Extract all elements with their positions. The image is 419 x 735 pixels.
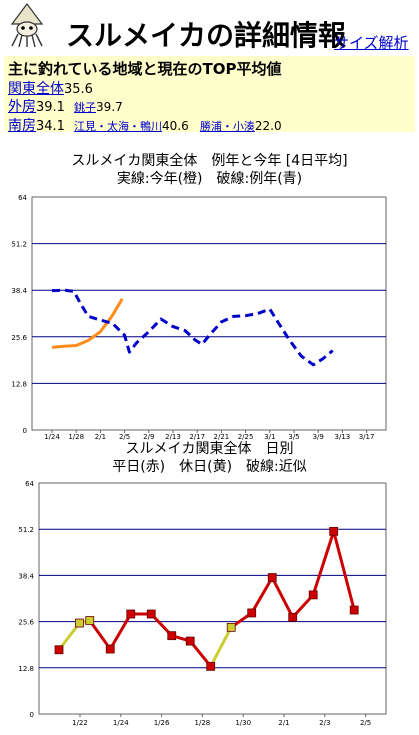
chart1-x-tick-label: 3/9: [313, 433, 324, 440]
minamibo-link[interactable]: 南房: [8, 118, 36, 134]
katsuura-link[interactable]: 勝浦・小湊: [199, 120, 255, 133]
chart1-y-tick-label: 12.8: [11, 380, 27, 388]
chart1-x-tick-label: 2/1: [95, 433, 106, 440]
chart2-y-tick-label: 64: [25, 480, 34, 488]
chart2-point-weekday: [267, 573, 277, 582]
katsuura-value: 22.0: [254, 119, 282, 133]
chart2-x-tick-label: 1/26: [154, 719, 170, 727]
chart1-x-tick-label: 2/5: [119, 433, 130, 440]
chart2-point-holiday: [226, 622, 236, 632]
kanto-value: 35.6: [64, 82, 93, 97]
minamibo-value: 34.1: [36, 119, 65, 134]
chart2-x-tick-label: 1/22: [72, 719, 88, 727]
page-title: スルメイカの詳細情報: [66, 19, 347, 52]
sotobo-value: 39.1: [36, 100, 65, 115]
chart1-title: スルメイカ関東全体 例年と今年 [4日平均]: [71, 153, 348, 169]
summary-heading: 主に釣れている地域と現在のTOP平均値: [8, 60, 282, 78]
chart2-point-weekday: [167, 631, 177, 641]
chart1-x-tick-label: 2/21: [214, 433, 230, 440]
chart2-point-weekday: [185, 636, 195, 646]
chart1-x-tick-label: 3/1: [264, 433, 275, 440]
chart1-x-tick-label: 3/5: [288, 433, 299, 440]
chart2-subtitle: 平日(赤) 休日(黄) 破線:近似: [112, 459, 307, 475]
chart1-y-tick-label: 51.2: [11, 241, 27, 249]
emi-link[interactable]: 江見・太海・鴨川: [74, 120, 163, 133]
chart1-x-tick-label: 3/17: [359, 433, 375, 440]
chart1-subtitle: 実線:今年(橙) 破線:例年(青): [116, 171, 303, 187]
chart2-segment: [209, 625, 233, 668]
chart2-x-tick-label: 2/3: [319, 719, 330, 727]
squid-logo-icon: [6, 2, 48, 48]
emi-value: 40.6: [162, 119, 189, 133]
chart1-y-tick-label: 38.4: [11, 287, 27, 295]
chart2-y-tick-label: 12.8: [18, 665, 34, 673]
choshi-link[interactable]: 銚子: [74, 101, 97, 114]
chart2-y-tick-label: 38.4: [18, 572, 34, 580]
chart2-point-weekday: [349, 605, 359, 615]
chart1-plot-frame: [31, 196, 387, 431]
chart1-series-avg_year: [51, 288, 334, 367]
daily-chart: 0 12.8 25.6 38.4 51.2 64 1/22 1/24 1/26 1/28 1/30 2…: [18, 480, 387, 727]
chart2-y-tick-label: 51.2: [18, 526, 34, 534]
chart1-series-this_year: [51, 298, 124, 349]
chart2-plot-frame: [38, 482, 387, 715]
chart2-y-tick-label: 25.6: [18, 619, 34, 627]
chart2-segment: [88, 619, 112, 651]
chart2-point-weekday: [329, 526, 339, 536]
chart2-y-tick-label: 0: [30, 711, 34, 719]
chart2-point-holiday: [85, 616, 95, 625]
chart2-point-weekday: [308, 590, 318, 600]
chart2-point-weekday: [247, 608, 257, 618]
chart1-x-tick-label: 1/28: [68, 433, 84, 440]
chart2-point-weekday: [105, 644, 115, 654]
kanto-link[interactable]: 関東全体: [8, 81, 64, 97]
chart2-point-weekday: [54, 645, 64, 655]
chart1-y-tick-label: 0: [23, 427, 27, 435]
chart2-point-weekday: [126, 609, 136, 619]
chart2-x-tick-label: 1/24: [113, 719, 129, 727]
chart1-x-tick-label: 2/25: [238, 433, 254, 440]
top-average-summary: 主に釣れている地域と現在のTOP平均値 関東全体35.6 外房39.1 銚子39…: [4, 56, 415, 135]
summary-row-minamibo: 南房34.1 江見・太海・鴨川40.6 勝浦・小湊22.0: [8, 115, 282, 135]
chart2-x-tick-label: 2/1: [278, 719, 289, 727]
chart1-y-tick-label: 25.6: [11, 334, 27, 342]
summary-row-kanto: 関東全体35.6: [8, 78, 93, 98]
chart2-x-tick-label: 1/30: [235, 719, 251, 727]
chart2-title: スルメイカ関東全体 日別: [125, 441, 294, 457]
chart1-x-tick-label: 1/24: [44, 433, 60, 440]
chart1-x-tick-label: 3/13: [335, 433, 351, 440]
chart2-segment: [332, 529, 356, 612]
chart2-segment: [57, 621, 81, 652]
chart2-segment: [311, 529, 336, 597]
chart2-segment: [270, 576, 295, 619]
yearly-comparison-chart: 0 12.8 25.6 38.4 51.2 64 1/24 1/28 2/1 2/5 2/9 2/13…: [11, 194, 387, 440]
summary-row-sotobo: 外房39.1 銚子39.7: [8, 96, 123, 116]
size-analysis-link[interactable]: サイズ解析: [334, 34, 409, 52]
chart1-y-tick-label: 64: [18, 194, 27, 202]
sotobo-link[interactable]: 外房: [8, 99, 36, 115]
chart2-point-weekday: [206, 661, 216, 671]
chart2-point-holiday: [75, 618, 84, 628]
page-header: スルメイカの詳細情報 サイズ解析: [0, 0, 419, 54]
chart2-x-tick-label: 2/5: [360, 719, 371, 727]
chart1-x-tick-label: 2/9: [143, 433, 154, 440]
chart2-x-tick-label: 1/28: [195, 719, 211, 727]
chart2-point-weekday: [288, 612, 298, 622]
chart2-segment: [108, 612, 133, 651]
chart1-x-tick-label: 2/13: [165, 433, 181, 440]
choshi-value: 39.7: [96, 100, 123, 114]
chart2-point-weekday: [146, 609, 156, 619]
chart2-segment: [250, 576, 274, 615]
chart1-x-tick-label: 2/17: [189, 433, 205, 440]
